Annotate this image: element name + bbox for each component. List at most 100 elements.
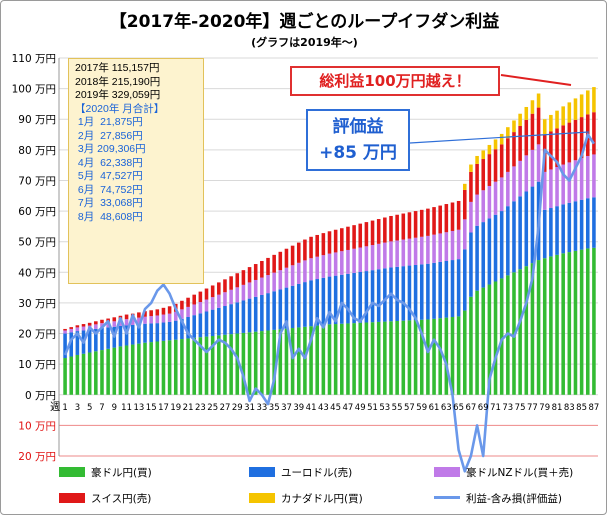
bar-segment <box>155 341 160 395</box>
bar-segment <box>364 222 369 247</box>
bar-segment <box>592 197 596 248</box>
bar-segment <box>561 253 565 395</box>
bar-segment <box>555 110 559 129</box>
bar-segment <box>198 291 203 303</box>
bar-segment <box>260 277 264 295</box>
bar-segment <box>253 296 258 332</box>
bar-segment <box>518 113 522 126</box>
bar-segment <box>223 305 227 335</box>
bar-segment <box>549 131 553 170</box>
bar-segment <box>161 307 166 315</box>
bar-segment <box>475 155 479 164</box>
bar-segment <box>542 209 547 259</box>
x-tick-label: 47 <box>342 403 353 413</box>
bar-segment <box>266 293 270 331</box>
legend-label: ユーロドル(売) <box>281 467 353 479</box>
bar-segment <box>192 294 196 305</box>
bar-segment <box>186 306 190 317</box>
bar-segment <box>475 194 479 226</box>
bar-segment <box>173 339 178 395</box>
bar-segment <box>567 252 572 395</box>
bar-segment <box>407 238 412 266</box>
bar-segment <box>266 257 270 276</box>
bar-segment <box>241 300 246 333</box>
bar-segment <box>69 332 74 357</box>
bar-segment <box>253 264 258 280</box>
bar-segment <box>475 163 479 195</box>
bar-segment <box>450 260 455 317</box>
bar-segment <box>241 284 246 301</box>
bar-segment <box>284 328 289 395</box>
bar-segment <box>481 159 486 191</box>
bar-segment <box>493 281 498 395</box>
bar-segment <box>499 211 504 279</box>
bar-segment <box>235 287 240 303</box>
year-summary-box: 2017年 115,157円 2018年 215,190円 2019年 329,… <box>68 58 204 284</box>
x-tick-label: 37 <box>281 403 292 413</box>
bar-segment <box>364 246 369 272</box>
bar-segment <box>456 200 461 230</box>
bar-segment <box>315 279 319 326</box>
bar-segment <box>512 201 516 273</box>
bar-segment <box>524 106 529 120</box>
bar-segment <box>278 270 283 290</box>
bar-segment <box>419 319 424 395</box>
bar-segment <box>321 233 326 256</box>
bar-segment <box>112 347 117 395</box>
bar-segment <box>223 334 227 395</box>
bar-segment <box>413 320 418 395</box>
legend-swatch <box>434 467 460 477</box>
bar-segment <box>112 317 117 322</box>
bar-segment <box>524 119 529 156</box>
bar-segment <box>518 160 522 197</box>
bar-segment <box>296 242 301 263</box>
eval-profit-line <box>63 133 595 473</box>
y-tick-label: 90 万円 <box>18 114 56 126</box>
bar-segment <box>579 249 584 395</box>
x-tick-label: 65 <box>453 403 464 413</box>
legend-label: スイス円(売) <box>91 493 152 505</box>
legend-item-eval-line: 利益-含み損(評価益) <box>434 491 562 506</box>
bar-segment <box>530 113 535 150</box>
bar-segment <box>346 249 350 274</box>
bar-segment <box>321 277 326 325</box>
bar-segment <box>229 289 233 305</box>
bar-segment <box>481 150 486 160</box>
legend-label: 豪ドル円(買) <box>91 467 152 479</box>
bar-segment <box>161 314 166 323</box>
x-tick-label: 57 <box>404 403 415 413</box>
bar-segment <box>217 282 221 295</box>
bar-segment <box>260 294 264 332</box>
bar-segment <box>204 299 209 312</box>
bar-segment <box>352 225 356 249</box>
bar-segment <box>450 317 455 395</box>
legend-label: 豪ドルNZドル(買＋売) <box>466 467 574 479</box>
x-tick-label: 9 <box>112 403 117 413</box>
bar-segment <box>173 320 178 340</box>
bar-segment <box>100 323 104 329</box>
bar-segment <box>585 198 590 249</box>
bar-segment <box>438 261 442 319</box>
y-tick-label: 70 万円 <box>18 175 56 187</box>
y-tick-label: 100 万円 <box>12 84 56 96</box>
x-tick-label: 75 <box>515 403 526 413</box>
bar-segment <box>296 262 301 284</box>
bar-segment <box>561 164 565 205</box>
bar-segment <box>210 335 215 395</box>
month-header: 【2020年 月合計】 <box>75 102 165 115</box>
x-tick-label: 33 <box>256 403 267 413</box>
x-tick-label: 21 <box>183 403 194 413</box>
x-tick-label: 13 <box>133 403 144 413</box>
bar-segment <box>303 282 307 327</box>
bar-segment <box>413 264 418 321</box>
x-tick-label: 43 <box>318 403 329 413</box>
x-tick-label: 11 <box>121 403 132 413</box>
x-tick-label: 85 <box>576 403 587 413</box>
bar-segment <box>315 325 319 395</box>
bar-segment <box>346 273 350 324</box>
bar-segment <box>573 119 578 161</box>
bar-segment <box>223 279 227 293</box>
bar-segment <box>266 275 270 294</box>
bar-segment <box>63 330 67 334</box>
bar-segment <box>549 169 553 209</box>
